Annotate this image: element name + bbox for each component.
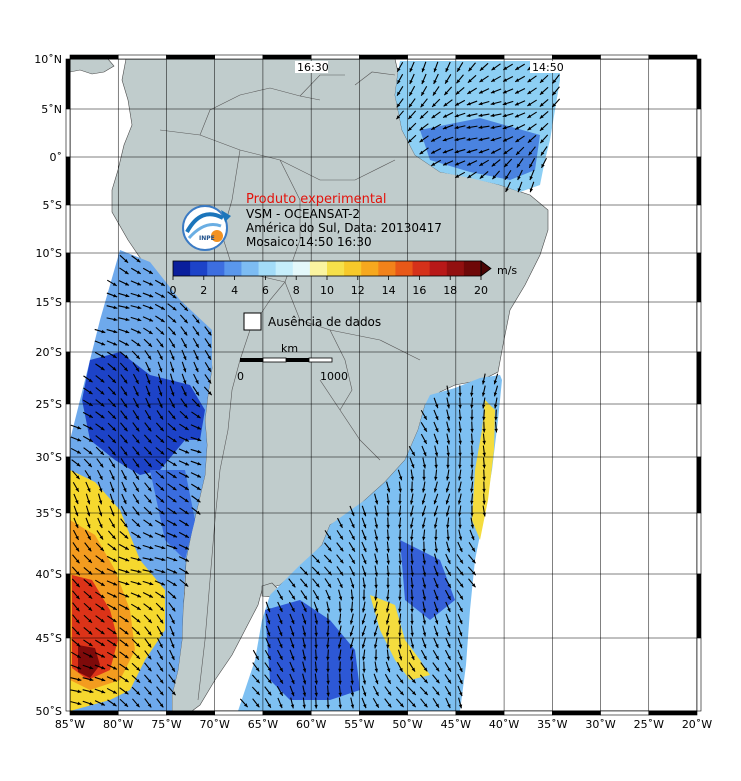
colorbar-cell bbox=[395, 261, 414, 276]
logo-text: INPE bbox=[199, 235, 215, 242]
colorbar-ticks: 0 2 4 6 8 10 12 14 16 18 20 bbox=[170, 276, 488, 297]
colorbar-cell bbox=[173, 261, 191, 276]
scale-start: 0 bbox=[237, 370, 244, 383]
latitude-label: 40˚S bbox=[36, 568, 62, 581]
longitude-label: 20˚W bbox=[682, 718, 712, 731]
latitude-label: 30˚S bbox=[36, 451, 62, 464]
latitude-label: 35˚S bbox=[36, 507, 62, 520]
swath-atlantic-dark bbox=[265, 600, 360, 700]
colorbar-tick-label: 14 bbox=[382, 284, 396, 297]
info-panel: INPE Produto experimental VSM - OCEANSAT… bbox=[182, 192, 442, 251]
scale-end: 1000 bbox=[320, 370, 348, 383]
colorbar-cell bbox=[309, 261, 328, 276]
scale-unit: km bbox=[281, 342, 298, 355]
colorbar-tick-label: 6 bbox=[262, 284, 269, 297]
colorbar-tick-label: 10 bbox=[320, 284, 334, 297]
frame-ticks bbox=[65, 54, 702, 716]
longitude-label: 60˚W bbox=[296, 718, 326, 731]
colorbar-cell bbox=[446, 261, 465, 276]
longitude-label: 50˚W bbox=[392, 718, 422, 731]
colorbar-tick-label: 4 bbox=[231, 284, 238, 297]
latitude-label: 20˚S bbox=[36, 346, 62, 359]
product-mosaic: Mosaico:14:50 16:30 bbox=[246, 235, 372, 249]
colorbar-tick-label: 2 bbox=[200, 284, 207, 297]
latitude-label: 5˚S bbox=[43, 199, 62, 212]
wind-vectors bbox=[70, 61, 561, 709]
longitude-label: 80˚W bbox=[103, 718, 133, 731]
pass-time-label: 14:50 bbox=[532, 61, 564, 74]
colorbar-cells bbox=[173, 261, 482, 276]
central-america-landmass bbox=[70, 59, 115, 75]
longitude-labels: 85˚W 80˚W 75˚W 70˚W 65˚W 60˚W 55˚W 50˚W 45˚W 40˚W… bbox=[55, 718, 712, 731]
no-data-label: Ausência de dados bbox=[268, 315, 381, 329]
inpe-logo: INPE bbox=[182, 205, 231, 251]
no-data-swatch bbox=[243, 312, 262, 331]
colorbar: m/s 0 2 4 6 8 10 12 14 16 18 20 bbox=[170, 260, 517, 297]
latitude-label: 10˚S bbox=[36, 247, 62, 260]
longitude-label: 75˚W bbox=[151, 718, 181, 731]
product-title: Produto experimental bbox=[246, 192, 387, 207]
colorbar-cell bbox=[429, 261, 448, 276]
colorbar-cell bbox=[190, 261, 208, 276]
latitude-label: 25˚S bbox=[36, 398, 62, 411]
colorbar-cell bbox=[241, 261, 260, 276]
colorbar-tick-label: 18 bbox=[443, 284, 457, 297]
colorbar-cell bbox=[207, 261, 225, 276]
longitude-label: 55˚W bbox=[344, 718, 374, 731]
longitude-label: 70˚W bbox=[200, 718, 230, 731]
colorbar-cell bbox=[361, 261, 379, 276]
longitude-label: 40˚W bbox=[489, 718, 519, 731]
wind-swaths bbox=[70, 61, 560, 711]
latitude-label: 5˚N bbox=[41, 103, 62, 116]
colorbar-cell bbox=[224, 261, 242, 276]
colorbar-tick-label: 20 bbox=[474, 284, 488, 297]
latitude-label: 15˚S bbox=[36, 296, 62, 309]
longitude-label: 45˚W bbox=[441, 718, 471, 731]
colorbar-cell bbox=[378, 261, 396, 276]
swath-atlantic-dark2 bbox=[400, 540, 455, 620]
colorbar-unit: m/s bbox=[497, 264, 517, 277]
latitude-label: 10˚N bbox=[34, 53, 62, 66]
colorbar-tick-label: 12 bbox=[351, 284, 365, 297]
latitude-label: 0˚ bbox=[50, 151, 63, 164]
latitude-labels: 10˚N 5˚N 0˚ 5˚S 10˚S 15˚S 20˚S 25˚S 30˚S 35˚S 40˚S… bbox=[34, 53, 62, 718]
longitude-label: 35˚W bbox=[537, 718, 567, 731]
colorbar-cell bbox=[412, 261, 431, 276]
colorbar-cell bbox=[463, 261, 482, 276]
latitude-label: 45˚S bbox=[36, 632, 62, 645]
pass-time-label: 16:30 bbox=[297, 61, 329, 74]
product-sensor: VSM - OCEANSAT-2 bbox=[246, 207, 360, 221]
colorbar-cell bbox=[327, 261, 345, 276]
map-area: 16:30 14:50 bbox=[70, 59, 697, 711]
graticule bbox=[70, 59, 697, 711]
colorbar-cell bbox=[292, 261, 311, 276]
scale-bar: km 0 1000 bbox=[237, 342, 348, 383]
swath-pacific-dark bbox=[82, 352, 205, 475]
latitude-label: 50˚S bbox=[36, 705, 62, 718]
swath-pacific-mid bbox=[150, 470, 195, 560]
colorbar-cell bbox=[275, 261, 294, 276]
longitude-label: 25˚W bbox=[634, 718, 664, 731]
swath-northeast-dark bbox=[420, 118, 540, 180]
product-region-date: América do Sul, Data: 20130417 bbox=[246, 221, 442, 235]
colorbar-cell bbox=[344, 261, 362, 276]
longitude-label: 65˚W bbox=[248, 718, 278, 731]
colorbar-cell bbox=[258, 261, 277, 276]
longitude-label: 30˚W bbox=[585, 718, 615, 731]
no-data-legend: Ausência de dados bbox=[243, 312, 381, 331]
longitude-label: 85˚W bbox=[55, 718, 85, 731]
colorbar-tick-label: 0 bbox=[170, 284, 177, 297]
colorbar-tick-label: 8 bbox=[293, 284, 300, 297]
colorbar-tick-label: 16 bbox=[412, 284, 426, 297]
